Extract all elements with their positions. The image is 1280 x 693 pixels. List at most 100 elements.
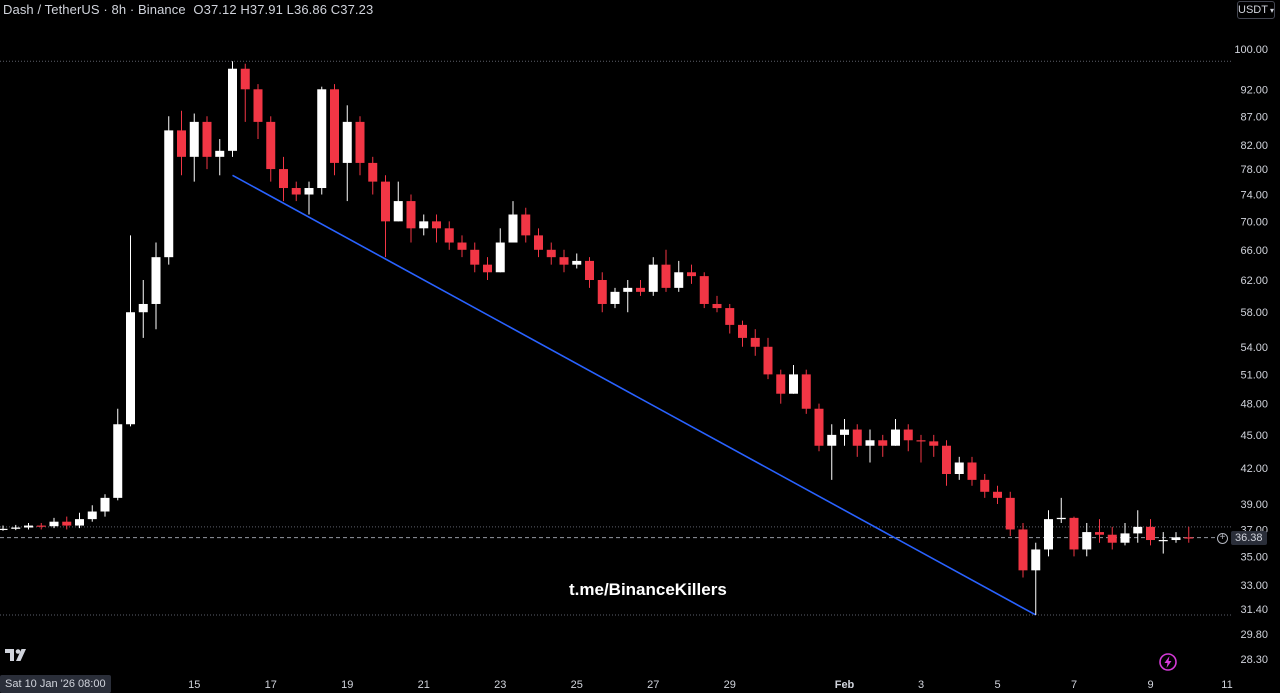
reference-lines — [0, 60, 1232, 616]
candle-body — [1005, 497, 1015, 530]
candle — [49, 517, 59, 529]
candle-body — [687, 272, 696, 277]
candle — [406, 194, 416, 243]
y-tick-label: 51.00 — [1240, 369, 1268, 381]
candle — [75, 512, 84, 529]
candle-body — [725, 308, 735, 325]
candle-body — [521, 214, 531, 236]
candle — [954, 456, 964, 480]
candle-body — [202, 121, 212, 157]
candle-body — [355, 121, 365, 163]
candle-body — [610, 291, 620, 304]
candle — [87, 505, 97, 522]
y-tick-label: 45.00 — [1240, 430, 1268, 442]
y-tick-label: 54.00 — [1240, 342, 1268, 354]
price-axis[interactable]: 100.00 92.00 87.00 82.00 78.00 74.00 70.00 66.0… — [1234, 44, 1268, 666]
plus-circle-icon[interactable]: + — [1217, 532, 1228, 544]
candle — [789, 365, 798, 394]
trendline-layer[interactable] — [232, 174, 1037, 616]
candle — [993, 485, 1002, 505]
candle-body — [470, 249, 480, 265]
close-label: C — [330, 2, 341, 17]
candle — [967, 456, 977, 486]
time-axis[interactable]: 15 17 19 21 23 25 27 29 Feb 3 5 7 9 11 — [188, 679, 1233, 691]
candle-body — [151, 257, 161, 304]
candle — [801, 369, 811, 414]
candle — [342, 105, 352, 202]
candle-body — [138, 303, 148, 313]
candle-body — [534, 235, 543, 250]
close-value: 37.23 — [340, 2, 374, 17]
y-tick-label: 48.00 — [1240, 399, 1268, 411]
candle — [508, 201, 518, 243]
candle — [1184, 526, 1194, 543]
candle-body — [1133, 526, 1143, 534]
lightning-icon[interactable] — [1158, 652, 1178, 677]
high-label: H — [240, 2, 250, 17]
candle — [228, 61, 237, 157]
candle-body — [840, 429, 849, 435]
candle — [776, 369, 786, 404]
candle-body — [164, 130, 174, 258]
candle-body — [266, 121, 276, 170]
candle — [483, 257, 492, 281]
y-tick-label: 87.00 — [1240, 111, 1268, 123]
candle-body — [11, 527, 21, 529]
candle — [100, 494, 110, 517]
currency-button[interactable]: USDT ▾ — [1237, 1, 1275, 19]
candle — [636, 280, 645, 296]
candle-body — [1082, 532, 1092, 550]
candle — [317, 86, 327, 195]
candle-body — [903, 429, 913, 441]
candle — [980, 473, 990, 498]
y-tick-label: 78.00 — [1240, 164, 1268, 176]
candle — [419, 214, 429, 236]
candle-body — [113, 424, 123, 498]
chart-legend: Dash / TetherUS · 8h · Binance O37.12 H3… — [3, 2, 373, 17]
x-tick-label: 11 — [1221, 679, 1232, 691]
x-tick-label: 27 — [647, 679, 659, 691]
candle-body — [559, 257, 569, 265]
candle-body — [1184, 537, 1194, 539]
candle-body — [585, 260, 594, 281]
candle-body — [508, 214, 518, 243]
candle — [610, 287, 620, 309]
tradingview-logo-icon[interactable] — [5, 648, 29, 667]
candle — [623, 280, 633, 313]
candle-body — [1095, 532, 1104, 535]
candle — [546, 242, 556, 265]
crosshair-price-tag[interactable]: + 36.38 — [1217, 530, 1273, 546]
x-tick-label: 23 — [494, 679, 506, 691]
candle — [1082, 522, 1092, 557]
candle-body — [1171, 537, 1181, 541]
trendline[interactable] — [232, 174, 1037, 616]
symbol-title: Dash / TetherUS · 8h · Binance — [3, 2, 186, 17]
candle — [368, 156, 378, 195]
candle — [521, 207, 531, 243]
candle — [942, 440, 951, 486]
x-tick-label: 7 — [1071, 679, 1077, 691]
candle-body — [49, 521, 59, 527]
candle — [1146, 519, 1155, 546]
candle-body — [712, 303, 722, 309]
candle-body — [330, 89, 339, 163]
y-tick-label: 92.00 — [1240, 84, 1268, 96]
candle — [929, 434, 939, 457]
candle — [814, 403, 824, 452]
candle-body — [368, 162, 378, 182]
candle-body — [789, 374, 798, 394]
candle-body — [1069, 517, 1079, 550]
candle — [712, 295, 722, 313]
candle-body — [1018, 529, 1028, 571]
candle — [661, 249, 671, 292]
candle — [279, 156, 288, 202]
y-tick-label: 28.30 — [1240, 654, 1268, 666]
candle — [1171, 532, 1181, 543]
open-value: 37.12 — [203, 2, 237, 17]
candle-body — [457, 242, 467, 250]
candle — [1158, 532, 1168, 554]
candle-body — [993, 491, 1002, 498]
candle-body — [801, 374, 811, 409]
candle-body — [916, 440, 926, 442]
